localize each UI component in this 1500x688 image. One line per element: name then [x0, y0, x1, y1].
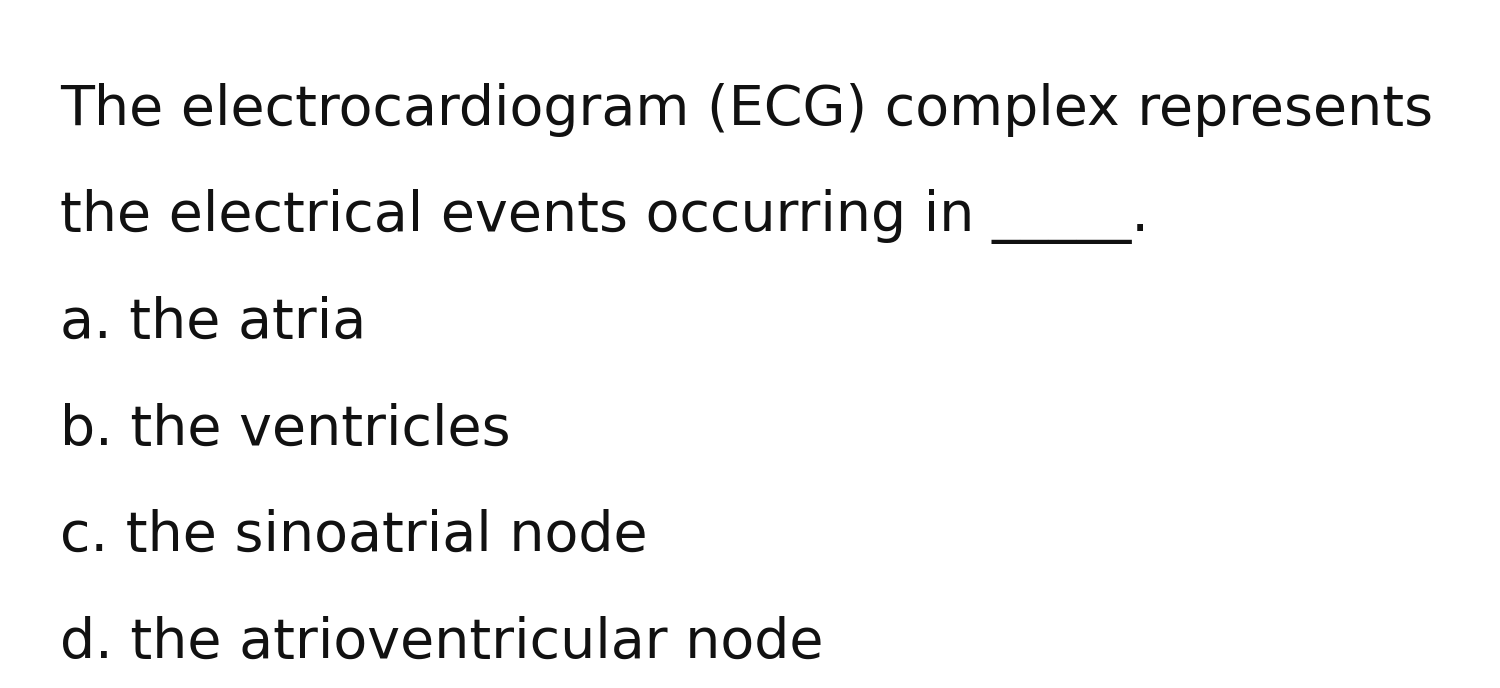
Text: a. the atria: a. the atria	[60, 296, 366, 350]
Text: c. the sinoatrial node: c. the sinoatrial node	[60, 509, 648, 563]
Text: b. the ventricles: b. the ventricles	[60, 402, 510, 456]
Text: d. the atrioventricular node: d. the atrioventricular node	[60, 616, 824, 669]
Text: the electrical events occurring in _____.: the electrical events occurring in _____…	[60, 189, 1149, 244]
Text: The electrocardiogram (ECG) complex represents: The electrocardiogram (ECG) complex repr…	[60, 83, 1432, 136]
